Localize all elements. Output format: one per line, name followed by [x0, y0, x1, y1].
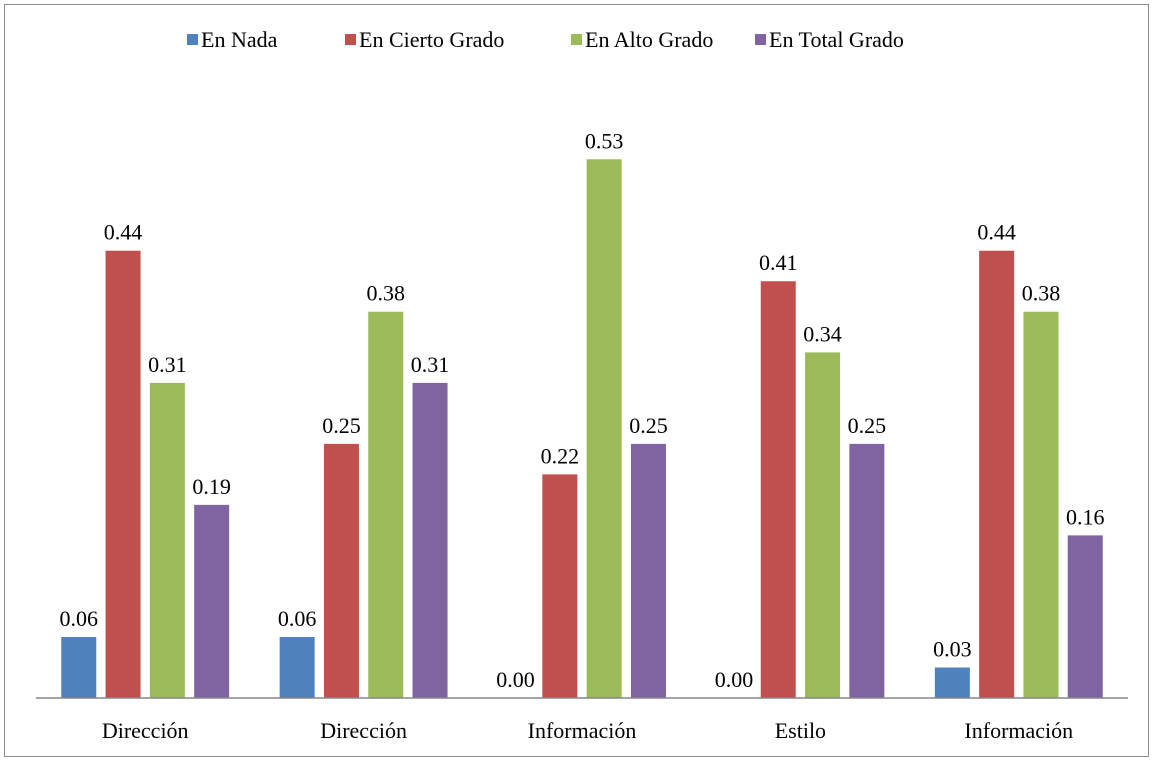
bar-5-2: [979, 250, 1015, 699]
legend-swatch-1: [187, 34, 198, 45]
data-label-5-1: 0.03: [933, 637, 972, 662]
data-label-3-3: 0.53: [585, 128, 624, 153]
x-tick-label-4: Estilo: [775, 718, 826, 743]
bar-2-3: [368, 311, 404, 698]
data-label-4-2: 0.41: [759, 250, 798, 275]
legend-label-2: En Cierto Grado: [359, 27, 504, 52]
legend-label-4: En Total Grado: [769, 27, 904, 52]
x-tick-label-2: Dirección: [320, 718, 407, 743]
data-label-4-3: 0.34: [803, 321, 842, 346]
bars-group: [61, 159, 1103, 699]
legend-swatch-2: [345, 34, 356, 45]
x-tick-label-1: Dirección: [102, 718, 189, 743]
data-label-5-3: 0.38: [1022, 281, 1061, 306]
legend-label-1: En Nada: [201, 27, 278, 52]
data-label-2-1: 0.06: [278, 606, 317, 631]
data-label-5-2: 0.44: [977, 220, 1016, 245]
data-label-1-3: 0.31: [148, 352, 187, 377]
data-label-3-2: 0.22: [541, 443, 580, 468]
bar-2-4: [412, 382, 448, 698]
bar-5-4: [1067, 535, 1103, 698]
bar-4-4: [849, 443, 885, 698]
data-label-2-3: 0.38: [367, 281, 406, 306]
x-tick-label-5: Información: [964, 718, 1073, 743]
data-labels-group: 0.06 0.44 0.31 0.19 0.06 0.25 0.38 0.31 0.00 0.22…: [60, 128, 1105, 692]
data-label-1-2: 0.44: [104, 220, 143, 245]
bar-4-3: [805, 352, 841, 698]
legend-label-3: En Alto Grado: [585, 27, 713, 52]
bar-2-1: [279, 637, 315, 698]
data-label-1-1: 0.06: [60, 606, 99, 631]
bar-1-2: [105, 250, 141, 699]
bar-5-1: [934, 667, 970, 698]
bar-1-3: [149, 382, 185, 698]
bar-3-2: [542, 474, 578, 698]
bar-3-4: [630, 443, 666, 698]
bar-2-2: [323, 443, 359, 698]
data-label-1-4: 0.19: [192, 474, 231, 499]
data-label-3-4: 0.25: [629, 413, 668, 438]
legend-swatch-4: [755, 34, 766, 45]
bar-1-4: [194, 504, 230, 698]
data-label-3-1: 0.00: [496, 667, 535, 692]
legend: En Nada En Cierto Grado En Alto Grado En To…: [187, 27, 904, 52]
data-label-4-1: 0.00: [715, 667, 754, 692]
bar-1-1: [61, 637, 97, 698]
data-label-5-4: 0.16: [1066, 504, 1105, 529]
bar-4-2: [760, 281, 796, 698]
data-label-4-4: 0.25: [848, 413, 887, 438]
data-label-2-4: 0.31: [411, 352, 450, 377]
data-label-2-2: 0.25: [322, 413, 361, 438]
x-axis-tick-labels: Dirección Dirección Información Estilo Infor…: [102, 718, 1073, 743]
x-tick-label-3: Información: [528, 718, 637, 743]
bar-5-3: [1023, 311, 1059, 698]
bar-3-3: [586, 159, 622, 698]
legend-swatch-3: [571, 34, 582, 45]
